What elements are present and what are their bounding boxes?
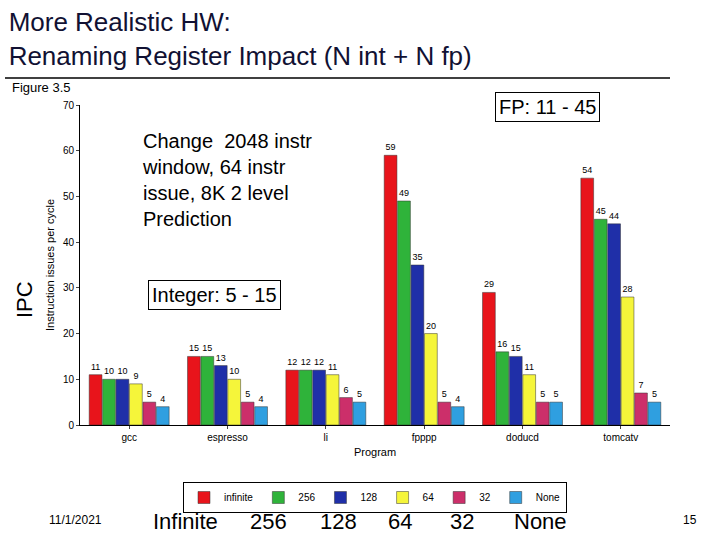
svg-text:45: 45 (596, 206, 606, 216)
svg-text:128: 128 (320, 509, 357, 534)
svg-text:11: 11 (328, 362, 337, 372)
svg-text:13: 13 (216, 353, 226, 363)
svg-text:None: None (536, 492, 560, 503)
svg-text:54: 54 (582, 165, 592, 175)
svg-text:5: 5 (652, 389, 657, 399)
svg-text:4: 4 (160, 394, 165, 404)
svg-text:10: 10 (63, 374, 75, 385)
svg-text:10: 10 (229, 366, 239, 376)
svg-text:5: 5 (357, 389, 362, 399)
svg-text:64: 64 (388, 509, 412, 534)
svg-text:35: 35 (412, 252, 422, 262)
svg-text:15: 15 (683, 513, 697, 527)
svg-text:5: 5 (442, 389, 447, 399)
svg-text:Integer: 5 - 15: Integer: 5 - 15 (152, 284, 277, 306)
svg-text:28: 28 (623, 284, 633, 294)
svg-text:Figure 3.5: Figure 3.5 (12, 80, 71, 95)
svg-text:15: 15 (511, 343, 521, 353)
svg-text:70: 70 (63, 100, 75, 111)
svg-text:5: 5 (540, 389, 545, 399)
svg-text:gcc: gcc (121, 432, 137, 443)
svg-text:4: 4 (259, 394, 264, 404)
svg-text:5: 5 (554, 389, 559, 399)
svg-text:9: 9 (133, 371, 138, 381)
svg-text:59: 59 (386, 142, 396, 152)
svg-text:FP: 11 - 45: FP: 11 - 45 (499, 96, 596, 118)
svg-text:20: 20 (63, 328, 75, 339)
svg-text:fpppp: fpppp (412, 432, 437, 443)
svg-text:5: 5 (147, 389, 152, 399)
svg-text:Infinite: Infinite (153, 509, 218, 534)
svg-text:4: 4 (455, 394, 460, 404)
svg-text:20: 20 (426, 321, 436, 331)
svg-text:49: 49 (399, 188, 409, 198)
svg-text:6: 6 (343, 385, 348, 395)
svg-text:32: 32 (479, 492, 491, 503)
svg-text:16: 16 (497, 339, 507, 349)
svg-text:li: li (324, 432, 328, 443)
svg-text:32: 32 (450, 509, 474, 534)
svg-text:256: 256 (250, 509, 287, 534)
svg-text:15: 15 (202, 343, 212, 353)
svg-text:5: 5 (245, 389, 250, 399)
svg-text:44: 44 (609, 211, 619, 221)
svg-text:12: 12 (301, 357, 311, 367)
svg-text:15: 15 (189, 343, 199, 353)
svg-text:10: 10 (104, 366, 114, 376)
svg-text:40: 40 (63, 237, 75, 248)
svg-text:0: 0 (68, 420, 74, 431)
svg-text:tomcatv: tomcatv (603, 432, 638, 443)
svg-text:50: 50 (63, 191, 75, 202)
svg-text:None: None (514, 509, 567, 534)
svg-text:11: 11 (525, 362, 534, 372)
svg-text:IPC: IPC (12, 281, 37, 318)
svg-text:espresso: espresso (207, 432, 248, 443)
svg-text:Program: Program (354, 446, 396, 458)
svg-text:10: 10 (117, 366, 127, 376)
svg-text:60: 60 (63, 145, 75, 156)
svg-text:More Realistic HW:Renaming Reg: More Realistic HW:Renaming Register Impa… (9, 7, 472, 71)
svg-text:64: 64 (423, 492, 435, 503)
svg-text:256: 256 (298, 492, 315, 503)
svg-text:12: 12 (287, 357, 297, 367)
svg-text:11: 11 (91, 362, 100, 372)
svg-text:11/1/2021: 11/1/2021 (49, 513, 102, 527)
svg-text:infinite: infinite (224, 492, 253, 503)
svg-text:Change 2048 instrwindow, 64 i: Change 2048 instrwindow, 64 instrissue, … (142, 130, 312, 230)
svg-text:7: 7 (638, 380, 643, 390)
svg-text:30: 30 (63, 282, 75, 293)
svg-text:12: 12 (314, 357, 324, 367)
svg-text:29: 29 (484, 279, 494, 289)
svg-text:doducd: doducd (506, 432, 539, 443)
svg-text:128: 128 (360, 492, 377, 503)
svg-text:Instruction issues per cycle: Instruction issues per cycle (44, 199, 56, 331)
